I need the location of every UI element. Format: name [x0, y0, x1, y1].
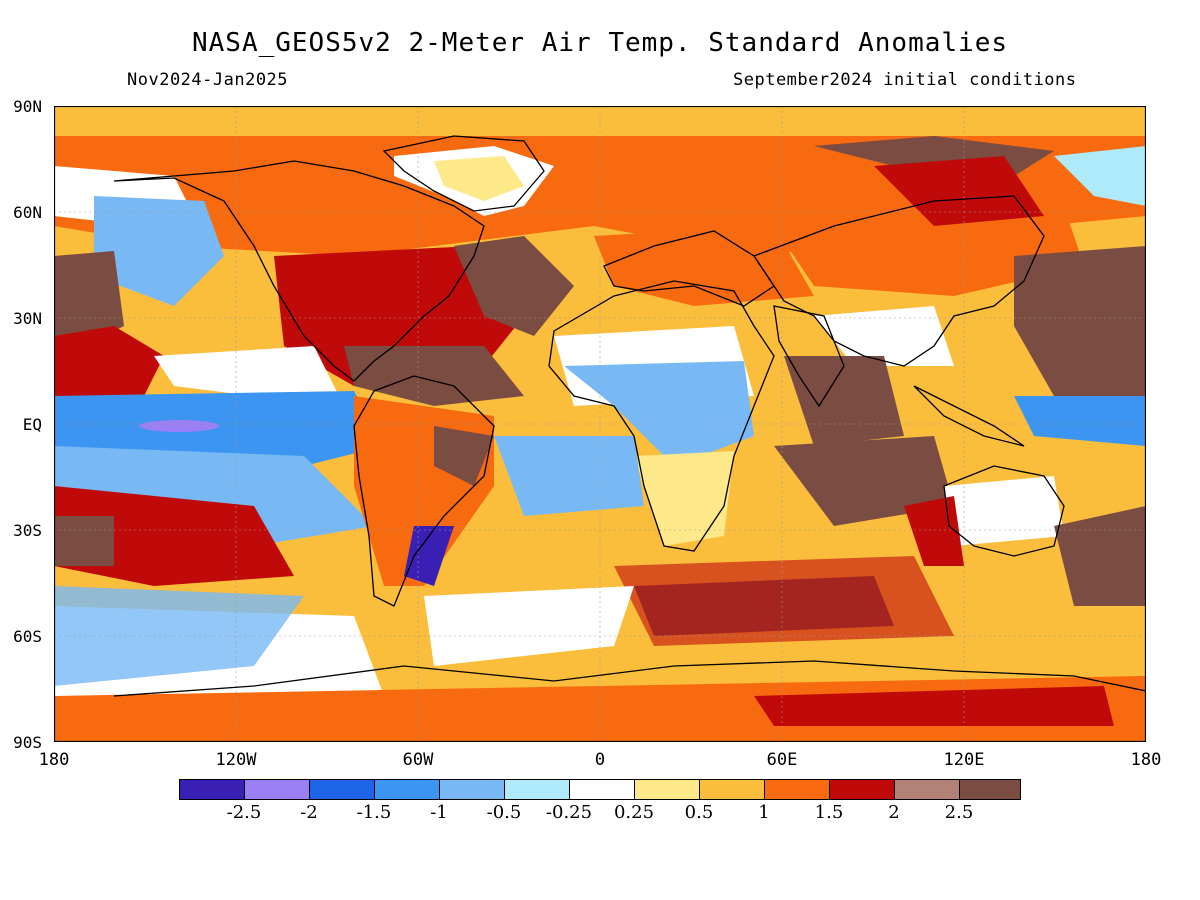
colorbar-bin-9 [764, 779, 830, 800]
lat-label-60n: 60N [13, 203, 42, 222]
colorbar-bin-8 [699, 779, 765, 800]
anomaly-region-epacific-white [154, 346, 344, 406]
lon-label-180w: 180 [38, 750, 70, 770]
colorbar-label: 2 [888, 802, 900, 823]
lon-label-120w: 120W [215, 750, 257, 770]
colorbar-bin-11 [894, 779, 960, 800]
colorbar-label: 1.5 [814, 802, 844, 823]
anomaly-region-southern-ocean-red [614, 556, 954, 646]
colorbar-bin-2 [309, 779, 375, 800]
anomaly-region-eq-pacific-purple [139, 420, 219, 432]
anomaly-region-australia-white [944, 476, 1064, 546]
anomaly-region-europe-red [594, 226, 814, 306]
colorbar-bin-3 [374, 779, 440, 800]
anomaly-region-npacific-red [54, 326, 164, 396]
colorbar-bin-7 [634, 779, 700, 800]
lon-label-120e: 120E [943, 750, 985, 770]
anomaly-region-beaufort-blue [1054, 146, 1146, 206]
lat-label-30s: 30S [13, 521, 42, 540]
colorbar-label: -2.5 [226, 802, 262, 823]
colorbar-bin-0 [179, 779, 245, 800]
colorbar-bin-12 [959, 779, 1021, 800]
forecast-period: Nov2024-Jan2025 [127, 70, 289, 90]
anomaly-region-spacific-w-brown [54, 516, 114, 566]
initial-conditions: September2024 initial conditions [733, 70, 1077, 90]
anomaly-region-atlantic-brown [454, 236, 574, 336]
colorbar-label: -1 [430, 802, 448, 823]
map-title: NASA_GEOS5v2 2-Meter Air Temp. Standard … [191, 28, 1008, 58]
anomaly-region-greenland-yellow [434, 156, 524, 201]
anomaly-region-npacific-brown [54, 251, 124, 346]
anomaly-region-amazon-brown [434, 426, 494, 486]
colorbar-label: 1 [758, 802, 770, 823]
anomaly-region-eq-pacific-blue [54, 391, 384, 466]
anomaly-region-eq-pacific-lightblue [54, 446, 374, 546]
lat-label-90s: 90S [13, 733, 42, 752]
map-frame [54, 106, 1146, 742]
anomaly-region-antarctica-red [754, 686, 1114, 726]
colorbar-bin-5 [504, 779, 570, 800]
anomaly-region-tibet-white [814, 306, 954, 366]
anomaly-map [54, 106, 1146, 742]
colorbar-label: -1.5 [356, 802, 392, 823]
colorbar-bin-6 [569, 779, 635, 800]
lat-label-30n: 30N [13, 309, 42, 328]
anomaly-region-australia-red [904, 496, 964, 566]
anomaly-region-wpacific-blue [1014, 396, 1146, 446]
colorbar-label: 0.5 [684, 802, 714, 823]
anomaly-region-canada-blue [94, 196, 224, 306]
lon-label-0: 0 [594, 750, 606, 770]
anomaly-region-siberia-red [874, 156, 1044, 226]
anomaly-region-argentina-blue [404, 526, 454, 586]
coastlines [113, 135, 1146, 697]
anomaly-region-india-brown [784, 356, 904, 446]
anomaly-region-spacific-brown [1054, 506, 1146, 606]
lat-label-90n: 90N [13, 97, 42, 116]
lon-label-60w: 60W [402, 750, 434, 770]
colorbar-label: -0.5 [486, 802, 522, 823]
anomaly-region-southern-atlantic-white [424, 586, 634, 666]
anomaly-region-npacific-w-brown [1014, 246, 1146, 406]
colorbar-bin-4 [439, 779, 505, 800]
colorbar-bin-10 [829, 779, 895, 800]
anomaly-region-sahel-blue [564, 361, 754, 466]
anomaly-region-indian-ocean-brown [774, 436, 954, 526]
colorbar-label: -0.25 [545, 802, 593, 823]
colorbar-label: 0.25 [613, 802, 655, 823]
anomaly-region-eatlantic-blue [494, 436, 644, 516]
graticule [54, 106, 1146, 742]
lon-label-60e: 60E [766, 750, 798, 770]
anomaly-region-na-brown [344, 346, 524, 406]
colorbar-label: 2.5 [944, 802, 974, 823]
colorbar-label: -2 [300, 802, 318, 823]
lon-label-180e: 180 [1130, 750, 1162, 770]
lat-label-60s: 60S [13, 627, 42, 646]
colorbar-bin-1 [244, 779, 310, 800]
anomaly-region-safrica-yellow [634, 451, 734, 546]
lat-label-eq: EQ [22, 415, 42, 434]
